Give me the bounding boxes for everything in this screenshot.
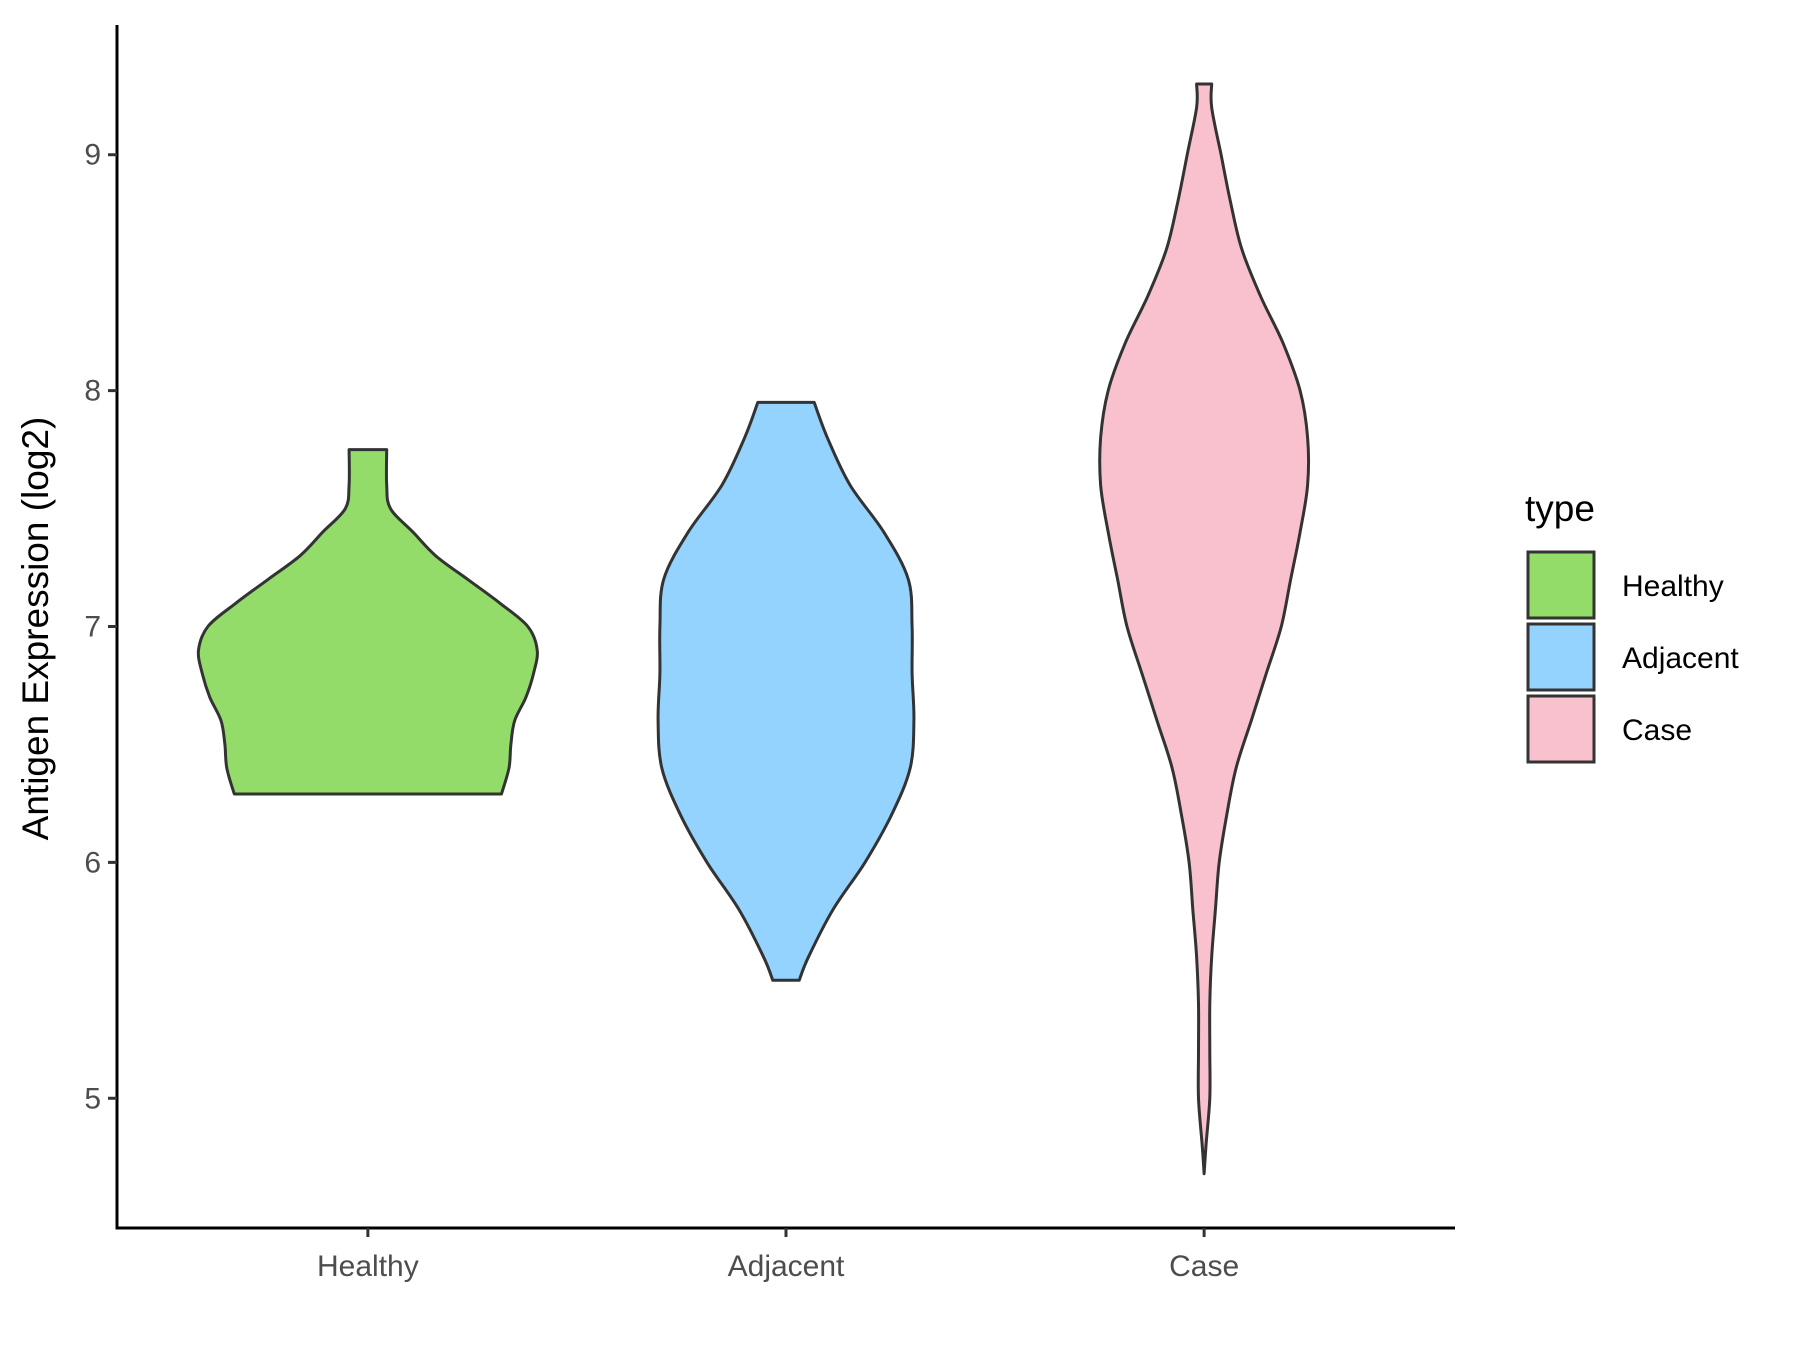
- y-tick-label: 6: [84, 846, 101, 879]
- y-tick-label: 9: [84, 139, 101, 172]
- legend-label-case: Case: [1622, 714, 1692, 747]
- x-tick-label: Adjacent: [728, 1250, 845, 1283]
- legend-label-healthy: Healthy: [1622, 570, 1724, 603]
- legend-title: type: [1525, 488, 1595, 529]
- violin-adjacent: [656, 400, 916, 982]
- y-tick-label: 8: [84, 375, 101, 408]
- violin-case: [1098, 82, 1311, 1176]
- legend-items: Healthy Adjacent Case: [1526, 550, 1739, 764]
- legend-key-adjacent: [1526, 622, 1596, 692]
- violins-layer: [196, 82, 1311, 1176]
- y-axis-title: Antigen Expression (log2): [15, 417, 56, 841]
- legend: type Healthy Adjacent Case: [1525, 488, 1739, 764]
- legend-label-adjacent: Adjacent: [1622, 642, 1739, 675]
- x-axis-ticks: Healthy Adjacent Case: [317, 1228, 1239, 1283]
- y-tick-label: 5: [84, 1082, 101, 1115]
- violin-healthy: [196, 448, 539, 796]
- y-axis-ticks: 5 6 7 8 9: [84, 139, 117, 1115]
- y-tick-label: 7: [84, 611, 101, 644]
- x-tick-label: Healthy: [317, 1250, 419, 1283]
- legend-key-case: [1526, 694, 1596, 764]
- legend-key-healthy: [1526, 550, 1596, 620]
- x-tick-label: Case: [1169, 1250, 1239, 1283]
